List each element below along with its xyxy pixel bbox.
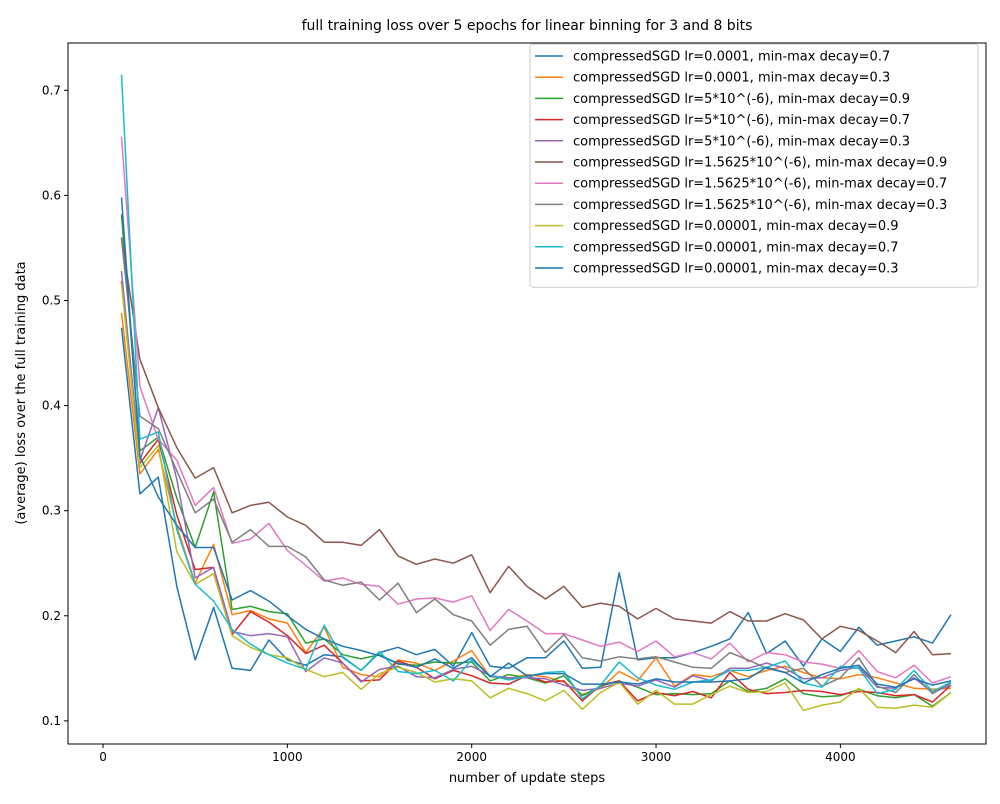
y-tick-label: 0.5: [42, 293, 61, 307]
series-line-8: [120, 238, 952, 695]
x-tick-label: 3000: [641, 750, 672, 764]
legend-entry-label: compressedSGD lr=0.00001, min-max decay=…: [573, 240, 899, 255]
legend-entry-label: compressedSGD lr=0.0001, min-max decay=0…: [573, 71, 890, 86]
y-axis-label: (average) loss over the full training da…: [14, 261, 29, 524]
series-line-11: [120, 197, 952, 688]
y-tick-label: 0.4: [42, 399, 61, 413]
series-line-1: [120, 327, 952, 672]
legend-entry-label: compressedSGD lr=0.00001, min-max decay=…: [573, 262, 899, 277]
legend-entry-label: compressedSGD lr=1.5625*10^(-6), min-max…: [573, 156, 947, 171]
y-axis-ticks: 0.1 0.2 0.3 0.4 0.5 0.6 0.7: [42, 83, 68, 728]
series-line-2: [120, 313, 952, 696]
x-tick-label: 2000: [456, 750, 487, 764]
chart-title: full training loss over 5 epochs for lin…: [302, 18, 753, 34]
y-tick-label: 0.2: [42, 609, 61, 623]
legend-entry-label: compressedSGD lr=1.5625*10^(-6), min-max…: [573, 198, 947, 213]
legend-entry-label: compressedSGD lr=1.5625*10^(-6), min-max…: [573, 177, 947, 192]
x-tick-label: 0: [99, 750, 107, 764]
series-line-7: [120, 136, 952, 684]
y-tick-label: 0.7: [42, 83, 61, 97]
series-line-9: [120, 283, 952, 712]
legend-entry-label: compressedSGD lr=0.00001, min-max decay=…: [573, 219, 899, 234]
legend-entry-label: compressedSGD lr=5*10^(-6), min-max deca…: [573, 134, 910, 149]
x-tick-label: 4000: [825, 750, 856, 764]
x-axis-label: number of update steps: [449, 771, 606, 786]
series-line-5: [120, 271, 952, 694]
series-layer: [120, 74, 952, 712]
plot-frame: [67, 42, 987, 745]
series-line-6: [120, 237, 952, 656]
x-axis-ticks: 0 1000 2000 3000 4000: [99, 744, 856, 764]
legend-entry-label: compressedSGD lr=5*10^(-6), min-max deca…: [573, 113, 910, 128]
y-tick-label: 0.6: [42, 188, 61, 202]
y-tick-label: 0.3: [42, 504, 61, 518]
legend-box: [529, 43, 979, 288]
series-line-3: [120, 214, 952, 707]
y-tick-label: 0.1: [42, 714, 61, 728]
x-tick-label: 1000: [272, 750, 303, 764]
legend-entry-label: compressedSGD lr=0.0001, min-max decay=0…: [573, 50, 890, 65]
legend-entry-label: compressedSGD lr=5*10^(-6), min-max deca…: [573, 92, 910, 107]
legend: compressedSGD lr=0.0001, min-max decay=0…: [529, 43, 979, 288]
